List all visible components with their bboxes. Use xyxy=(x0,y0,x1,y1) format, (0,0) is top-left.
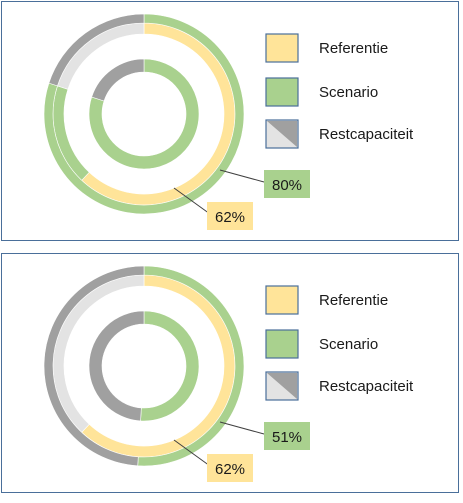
data-label-box-scenario xyxy=(264,170,310,198)
data-label-box-scenario xyxy=(264,422,310,450)
legend-label-scenario: Scenario xyxy=(319,84,378,101)
legend-label-restcapaciteit: Restcapaciteit xyxy=(319,126,414,143)
outer-border-slice-restcapaciteit xyxy=(48,13,145,87)
inner-ring-slice-restcapaciteit xyxy=(91,58,145,102)
data-label-scenario: 51% xyxy=(272,429,302,446)
leader-line-referentie xyxy=(173,187,211,215)
legend-label-referentie: Referentie xyxy=(319,40,388,57)
legend-label-scenario: Scenario xyxy=(319,336,378,353)
leader-line-referentie xyxy=(173,439,211,467)
data-label-scenario: 80% xyxy=(272,177,302,194)
inner-ring-slice-scenario xyxy=(88,58,200,170)
data-label-referentie: 62% xyxy=(215,461,245,478)
inner-ring-slice-scenario xyxy=(140,310,200,422)
donut-chart-top: Referentie Scenario Restcapaciteit 80% 62% xyxy=(43,13,414,230)
data-label-box-referentie xyxy=(207,202,253,230)
data-label-box-referentie xyxy=(207,454,253,482)
data-label-referentie: 62% xyxy=(215,209,245,226)
legend-swatch-referentie xyxy=(265,285,299,315)
inner-ring-slice-restcapaciteit xyxy=(88,310,145,422)
legend-label-restcapaciteit: Restcapaciteit xyxy=(319,378,414,395)
legend-swatch-restcapaciteit-dark xyxy=(267,373,297,399)
legend-swatch-scenario xyxy=(265,329,299,359)
legend-label-referentie: Referentie xyxy=(319,292,388,309)
chart-panel-top: Referentie Scenario Restcapaciteit 80% 62% xyxy=(1,1,459,241)
chart-panel-bottom: Referentie Scenario Restcapaciteit 51% 62% xyxy=(1,253,459,493)
outer-border-slice-restcapaciteit xyxy=(43,265,145,467)
legend-swatch-restcapaciteit-dark xyxy=(267,121,297,147)
legend-swatch-referentie xyxy=(265,33,299,63)
legend-swatch-scenario xyxy=(265,77,299,107)
leader-line-scenario xyxy=(219,169,265,183)
donut-chart-bottom: Referentie Scenario Restcapaciteit 51% 62% xyxy=(43,265,414,482)
leader-line-scenario xyxy=(219,421,265,435)
